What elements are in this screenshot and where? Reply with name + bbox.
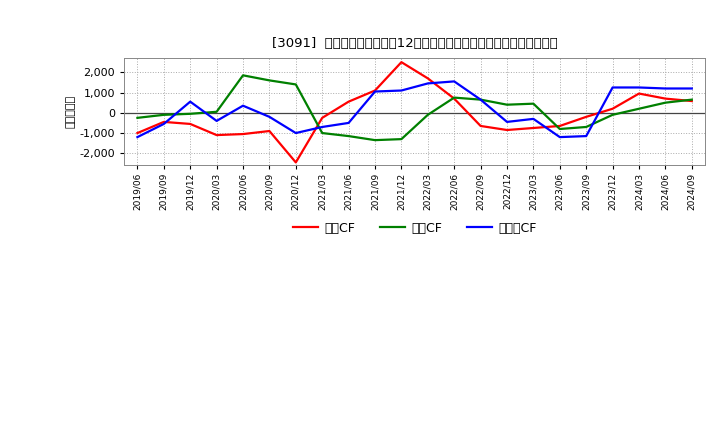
営業CF [556, 123, 564, 128]
Line: 投資CF: 投資CF [138, 75, 692, 140]
投資CF [212, 109, 221, 114]
投資CF [450, 95, 459, 100]
フリーCF [265, 114, 274, 120]
投資CF [661, 100, 670, 105]
営業CF [186, 121, 194, 127]
Title: [3091]  キャッシュフローの12か月移動合計の対前年同期増減額の推移: [3091] キャッシュフローの12か月移動合計の対前年同期増減額の推移 [271, 37, 557, 50]
投資CF [635, 106, 644, 111]
フリーCF [212, 118, 221, 124]
フリーCF [688, 86, 696, 91]
営業CF [160, 119, 168, 125]
営業CF [635, 91, 644, 96]
営業CF [212, 132, 221, 138]
フリーCF [423, 81, 432, 86]
フリーCF [635, 85, 644, 90]
営業CF [688, 99, 696, 104]
フリーCF [239, 103, 248, 108]
投資CF [556, 126, 564, 132]
フリーCF [318, 125, 327, 130]
投資CF [397, 136, 406, 142]
投資CF [239, 73, 248, 78]
フリーCF [371, 89, 379, 94]
フリーCF [503, 119, 511, 125]
フリーCF [292, 130, 300, 136]
Line: フリーCF: フリーCF [138, 81, 692, 137]
Line: 営業CF: 営業CF [138, 62, 692, 162]
投資CF [318, 130, 327, 136]
営業CF [477, 123, 485, 128]
フリーCF [133, 135, 142, 140]
営業CF [661, 96, 670, 101]
営業CF [292, 160, 300, 165]
フリーCF [582, 133, 590, 139]
投資CF [688, 97, 696, 102]
フリーCF [397, 88, 406, 93]
投資CF [292, 82, 300, 87]
営業CF [133, 130, 142, 136]
投資CF [186, 111, 194, 117]
営業CF [318, 115, 327, 121]
投資CF [423, 112, 432, 117]
フリーCF [160, 121, 168, 127]
営業CF [450, 96, 459, 101]
投資CF [503, 102, 511, 107]
投資CF [582, 125, 590, 130]
営業CF [582, 114, 590, 120]
フリーCF [608, 85, 617, 90]
営業CF [371, 88, 379, 93]
投資CF [529, 101, 538, 106]
投資CF [265, 78, 274, 83]
営業CF [239, 132, 248, 137]
営業CF [608, 106, 617, 111]
フリーCF [450, 79, 459, 84]
投資CF [344, 133, 353, 139]
営業CF [397, 59, 406, 65]
Legend: 営業CF, 投資CF, フリーCF: 営業CF, 投資CF, フリーCF [288, 217, 541, 240]
投資CF [160, 112, 168, 117]
営業CF [344, 99, 353, 104]
フリーCF [661, 86, 670, 91]
フリーCF [477, 97, 485, 102]
営業CF [265, 128, 274, 134]
営業CF [503, 127, 511, 132]
投資CF [133, 115, 142, 121]
フリーCF [186, 99, 194, 104]
営業CF [423, 76, 432, 81]
投資CF [371, 137, 379, 143]
Y-axis label: （百万円）: （百万円） [66, 95, 76, 128]
営業CF [529, 125, 538, 131]
投資CF [477, 97, 485, 102]
投資CF [608, 112, 617, 117]
フリーCF [556, 135, 564, 140]
フリーCF [529, 116, 538, 121]
フリーCF [344, 120, 353, 125]
